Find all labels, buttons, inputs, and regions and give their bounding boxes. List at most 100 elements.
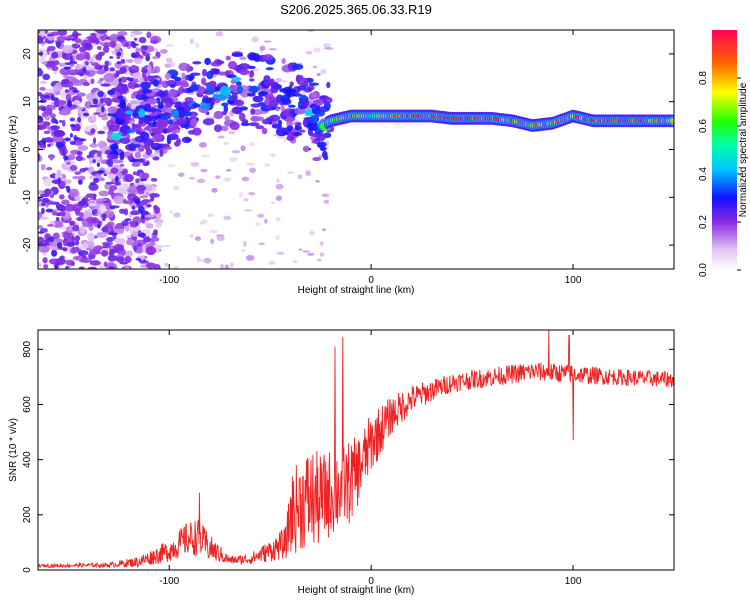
spectrogram-blob <box>192 61 202 65</box>
spectrogram-blob <box>141 66 147 71</box>
spectrogram-blob <box>110 167 119 174</box>
spectrogram-blob <box>167 89 178 97</box>
y-tick-label: 400 <box>22 451 33 468</box>
spectrogram-blob <box>196 255 200 262</box>
spectrogram-blob <box>39 216 49 220</box>
spectrogram-blob <box>134 83 141 88</box>
spectrogram-blob <box>125 234 132 239</box>
spectrogram-blob <box>68 60 78 65</box>
spectrogram-blob <box>86 92 96 102</box>
spectrogram-blob <box>49 154 54 161</box>
spectrogram-blob <box>50 31 60 36</box>
spectrogram-blob <box>44 188 51 196</box>
spectrogram-blob <box>77 116 82 123</box>
spectrogram-blob <box>169 83 176 88</box>
spectrogram-blob <box>69 123 76 128</box>
spectrogram-blob <box>317 258 322 262</box>
spectrogram-blob <box>140 260 149 264</box>
spectrogram-blob <box>177 86 185 95</box>
spectrogram-blob <box>46 224 54 227</box>
spectrogram-blob <box>74 235 81 242</box>
spectrogram-blob <box>38 124 47 130</box>
spectrogram-blob <box>238 63 251 70</box>
spectrogram-blob <box>96 150 102 158</box>
spectrogram-blob <box>216 235 225 242</box>
spectrogram-blob <box>113 243 125 251</box>
spectrogram-blob <box>159 48 168 54</box>
spectrogram-blob <box>87 266 97 269</box>
spectrogram-blob <box>241 119 249 125</box>
spectrogram-blob <box>223 177 232 182</box>
spectrogram-blob <box>248 142 255 147</box>
spectrogram-blob <box>129 100 141 104</box>
colorbar-tick-label: 0.4 <box>698 167 709 181</box>
spectrogram-blob <box>81 242 89 249</box>
spectrogram-blob <box>144 144 151 151</box>
spectrogram-blob <box>76 92 86 97</box>
spectrogram-blob <box>144 185 153 192</box>
spectrogram-blob <box>42 121 51 127</box>
y-tick-label: 200 <box>22 506 33 523</box>
spectrogram-blob <box>323 155 329 161</box>
colorbar-tick-label: 0.2 <box>698 215 709 229</box>
spectrogram-blob <box>131 109 140 118</box>
spectrogram-blob <box>166 106 173 113</box>
spectrogram-blob <box>58 110 71 116</box>
spectrogram-blob <box>79 72 84 77</box>
spectrogram-blob <box>213 110 224 120</box>
spectrogram-blob <box>152 156 160 161</box>
spectrogram-blob <box>153 204 158 211</box>
spectrogram-blob <box>209 229 218 234</box>
spectrogram-blob <box>314 109 326 117</box>
spectrogram-blob <box>288 104 296 108</box>
spectrogram-blob <box>119 137 131 145</box>
spectrogram-blob <box>134 198 141 205</box>
spectrogram-blob <box>153 229 158 236</box>
spectrogram-blob <box>162 128 168 134</box>
spectrogram-blob <box>176 118 188 125</box>
spectrogram-blob <box>263 40 272 43</box>
spectrogram-blob <box>276 251 285 256</box>
spectrogram-blob <box>133 37 138 41</box>
spectrogram-blob <box>38 196 42 202</box>
spectrogram-blob <box>103 65 109 72</box>
spectrogram-blob <box>80 257 92 263</box>
spectrogram-blob <box>169 210 174 214</box>
spectrogram-blob <box>97 130 106 135</box>
spectrogram-blob <box>131 205 136 210</box>
y-tick-label: -20 <box>22 237 33 252</box>
spectrogram-blob <box>55 141 64 148</box>
spectrogram-blob <box>110 143 119 152</box>
y-tick-label: 10 <box>22 96 33 108</box>
spectrogram-blob <box>97 90 104 98</box>
x-tick-label: -100 <box>159 576 179 587</box>
spectrogram-blob <box>71 261 75 267</box>
spectrogram-blob <box>155 120 168 130</box>
spectrogram-blob <box>117 95 124 100</box>
spectrogram-blob <box>56 261 62 266</box>
spectrogram-blob <box>38 236 45 245</box>
spectrogram-blob <box>40 107 46 112</box>
spectrogram-blob <box>240 145 246 152</box>
spectrogram-blob <box>39 86 46 91</box>
spectrogram-blob <box>138 36 147 44</box>
spectrogram-blob <box>79 138 87 142</box>
spectrogram-blob <box>148 75 160 79</box>
spectrogram-blob <box>145 54 151 62</box>
spectrogram-blob <box>84 100 93 109</box>
spectrogram-blob <box>126 128 136 134</box>
spectrogram-blob <box>239 106 248 111</box>
spectrogram-blob <box>52 85 59 93</box>
spectrogram-blob <box>275 217 281 222</box>
spectrogram-blob <box>254 116 264 122</box>
spectrogram-blob <box>238 191 244 198</box>
spectrogram-blob <box>134 51 140 58</box>
spectrogram-blob <box>130 210 140 216</box>
spectrogram-blob <box>149 70 157 74</box>
spectrogram-blob <box>201 68 208 77</box>
spectrogram-blob <box>221 125 229 132</box>
spectrogram-blob <box>162 112 172 117</box>
spectrogram-blob <box>78 200 87 207</box>
spectrogram-blob <box>38 141 44 148</box>
